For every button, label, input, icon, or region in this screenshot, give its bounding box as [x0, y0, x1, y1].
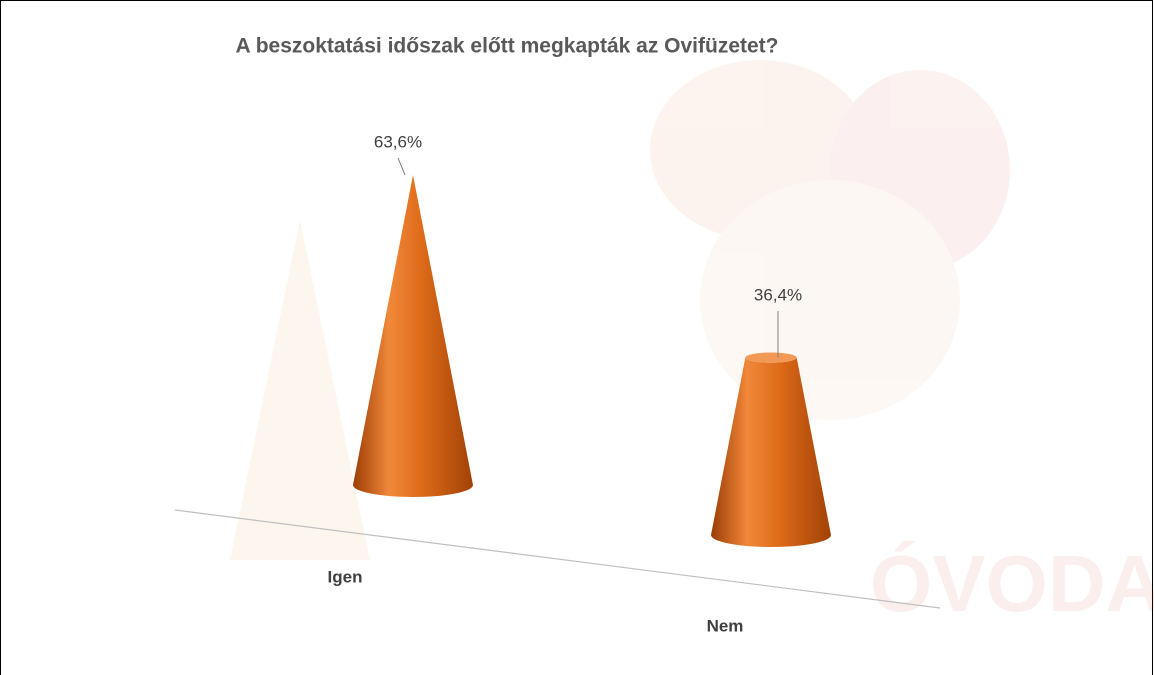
cone-top [745, 352, 797, 363]
watermark: ÓVODA [230, 60, 1154, 628]
cone [711, 357, 831, 547]
svg-text:ÓVODA: ÓVODA [870, 539, 1154, 628]
value-label: 36,4% [754, 285, 802, 304]
x-tick-label: Nem [707, 616, 744, 635]
chart-title: A beszoktatási időszak előtt megkapták a… [235, 35, 778, 58]
leader-line [397, 157, 406, 176]
cone [353, 175, 473, 497]
value-label: 63,6% [374, 132, 422, 151]
x-tick-label: Igen [328, 567, 363, 586]
floor-line [174, 509, 941, 609]
